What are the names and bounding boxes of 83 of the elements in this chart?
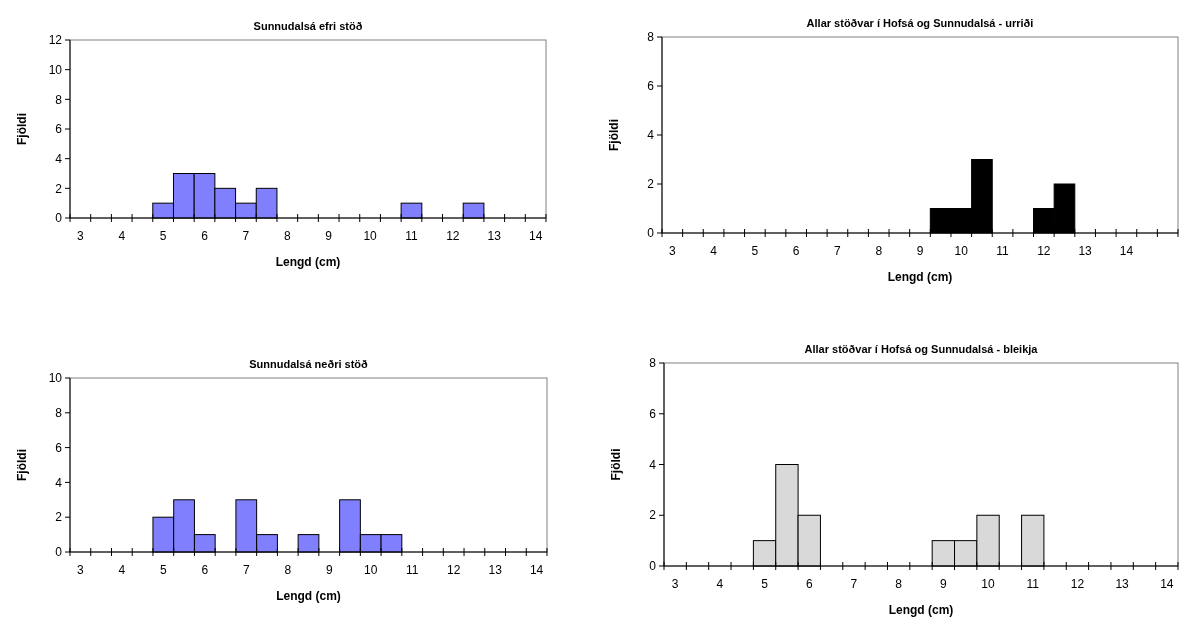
y-tick-label: 12	[48, 33, 63, 48]
x-tick-label: 6	[201, 229, 209, 243]
x-tick-label: 14	[1160, 577, 1174, 591]
y-axis-title: Fjöldi	[15, 113, 29, 145]
x-tick-label: 13	[487, 229, 502, 243]
y-tick-label: 8	[55, 406, 63, 420]
x-tick-label: 13	[1078, 244, 1093, 258]
y-tick-label: 4	[55, 475, 63, 490]
y-tick-label: 8	[649, 356, 657, 371]
x-tick-label: 14	[1119, 244, 1134, 258]
y-axis-title: Fjöldi	[609, 448, 623, 481]
x-tick-label: 8	[895, 577, 903, 591]
y-tick-label: 4	[647, 128, 655, 143]
x-tick-label: 11	[405, 563, 419, 577]
y-tick-label: 6	[649, 406, 657, 421]
chart-title: Sunnudalsá efri stöð	[253, 20, 363, 32]
x-tick-label: 3	[77, 229, 84, 243]
y-tick-label: 6	[55, 440, 63, 455]
x-tick-label: 13	[1115, 577, 1130, 591]
y-tick-label: 10	[48, 62, 63, 77]
y-tick-label: 0	[649, 559, 657, 574]
y-tick-label: 2	[55, 181, 63, 196]
x-tick-label: 6	[792, 244, 800, 258]
x-axis-title: Lengd (cm)	[276, 589, 341, 603]
x-tick-label: 12	[446, 229, 460, 243]
x-axis-title: Lengd (cm)	[275, 255, 341, 269]
x-tick-label: 14	[529, 563, 544, 577]
x-tick-label: 6	[201, 563, 209, 577]
x-tick-label: 10	[954, 244, 969, 258]
x-tick-label: 5	[159, 229, 167, 243]
y-tick-label: 8	[55, 92, 63, 107]
y-tick-label: 4	[649, 457, 657, 472]
x-tick-label: 8	[284, 563, 292, 577]
x-tick-label: 8	[283, 229, 291, 243]
x-axis-title: Lengd (cm)	[888, 603, 954, 617]
y-tick-label: 6	[647, 79, 655, 94]
x-tick-label: 3	[668, 244, 676, 258]
x-tick-label: 9	[325, 229, 333, 243]
y-axis-title: Fjöldi	[607, 119, 621, 151]
x-tick-label: 3	[77, 563, 85, 577]
x-tick-label: 3	[671, 577, 679, 591]
x-tick-label: 5	[159, 563, 167, 577]
x-tick-label: 5	[751, 244, 759, 258]
x-tick-label: 11	[405, 229, 419, 243]
x-tick-label: 7	[834, 244, 842, 258]
chart-title: Allar stöðvar í Hofsá og Sunnudalsá - bleikja	[804, 343, 1039, 355]
y-tick-label: 0	[55, 211, 63, 226]
x-tick-label: 7	[850, 577, 858, 591]
y-tick-label: 10	[48, 371, 63, 386]
x-tick-label: 4	[118, 229, 126, 243]
y-tick-label: 2	[647, 177, 655, 192]
x-tick-label: 10	[363, 229, 378, 243]
y-tick-label: 0	[647, 226, 655, 241]
x-tick-label: 12	[1070, 577, 1085, 591]
x-axis-title: Lengd (cm)	[887, 270, 953, 284]
x-tick-label: 12	[446, 563, 461, 577]
x-tick-label: 12	[1037, 244, 1051, 258]
y-tick-label: 4	[55, 151, 63, 166]
x-tick-label: 7	[242, 229, 250, 243]
chart-title: Sunnudalsá neðri stöð	[249, 358, 369, 370]
y-tick-label: 6	[55, 122, 63, 137]
x-tick-label: 6	[805, 577, 813, 591]
x-tick-label: 11	[996, 244, 1010, 258]
x-tick-label: 4	[710, 244, 718, 258]
chart-title: Allar stöðvar í Hofsá og Sunnudalsá - urriði	[806, 17, 1034, 29]
x-tick-label: 9	[940, 577, 947, 591]
x-tick-label: 4	[118, 563, 126, 577]
y-tick-label: 2	[55, 510, 63, 525]
y-axis-title: Fjöldi	[15, 449, 29, 481]
x-tick-label: 9	[916, 244, 924, 258]
x-tick-label: 4	[716, 577, 724, 591]
x-tick-label: 10	[981, 577, 996, 591]
y-tick-label: 8	[647, 30, 655, 45]
y-tick-label: 0	[55, 545, 63, 560]
y-tick-label: 2	[649, 508, 657, 523]
x-tick-label: 9	[325, 563, 333, 577]
x-tick-label: 11	[1026, 577, 1040, 591]
x-tick-label: 5	[761, 577, 769, 591]
x-tick-label: 13	[488, 563, 503, 577]
x-tick-label: 8	[875, 244, 883, 258]
x-tick-label: 14	[528, 229, 543, 243]
x-tick-label: 7	[242, 563, 250, 577]
x-tick-label: 10	[364, 563, 378, 577]
